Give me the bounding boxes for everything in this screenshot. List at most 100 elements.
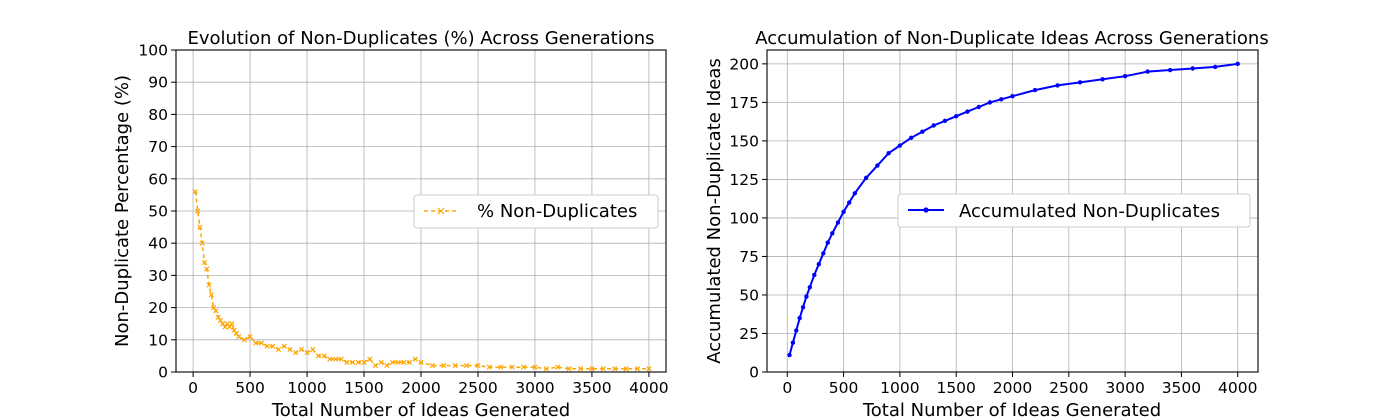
x-tick-label: 1500 [936, 379, 975, 397]
data-point [847, 200, 852, 205]
y-tick-label: 100 [729, 209, 759, 227]
data-point [577, 366, 584, 372]
data-point [830, 231, 835, 236]
data-point [520, 364, 527, 370]
data-point [646, 366, 652, 372]
data-point [931, 123, 936, 128]
data-point [304, 350, 310, 356]
data-point [195, 208, 201, 214]
y-tick-label: 150 [729, 132, 759, 150]
data-point [315, 353, 322, 359]
data-point [908, 135, 914, 141]
data-point [270, 343, 276, 349]
data-point [236, 333, 242, 340]
data-point [253, 340, 259, 346]
y-tick-label: 50 [148, 203, 168, 221]
data-point [1235, 61, 1240, 67]
data-point [965, 109, 970, 114]
x-tick-label: 1000 [287, 379, 326, 397]
y-tick-label: 20 [148, 299, 168, 317]
data-point [210, 304, 217, 311]
data-point [332, 356, 339, 362]
chart-title: Accumulation of Non-Duplicate Ideas Acro… [755, 28, 1268, 49]
series [787, 61, 1240, 358]
ticks: 0 500 1000 1500 2000 2500 3000 3500 4000 0 25 50 75 1… [729, 55, 1257, 397]
data-point [1010, 94, 1015, 99]
x-tick-label: 1000 [880, 379, 919, 397]
legend-label: Accumulated Non-Duplicates [959, 201, 1220, 222]
data-point [807, 285, 812, 290]
chart-title: Evolution of Non-Duplicates (%) Across G… [187, 28, 654, 49]
data-point [790, 340, 796, 345]
data-point [498, 364, 504, 370]
data-point [412, 356, 418, 362]
y-tick-label: 80 [148, 106, 168, 124]
data-point [224, 321, 230, 327]
data-point [623, 366, 629, 372]
data-point [1145, 69, 1150, 74]
data-point [226, 324, 233, 330]
data-point [441, 362, 447, 369]
data-point [1190, 66, 1195, 71]
data-point [220, 321, 226, 327]
legend-marker [923, 207, 929, 213]
y-tick-label: 175 [729, 94, 759, 112]
data-point [475, 362, 481, 369]
data-point [463, 362, 470, 369]
data-point [206, 282, 212, 288]
data-point [247, 333, 253, 340]
data-point [287, 346, 293, 353]
y-tick-label: 70 [148, 138, 168, 156]
data-point [589, 366, 595, 372]
y-tick-label: 125 [729, 171, 759, 189]
data-point [841, 209, 846, 214]
legend: Accumulated Non-Duplicates [897, 193, 1251, 228]
data-point [634, 366, 641, 372]
data-point [825, 240, 831, 245]
data-point [1100, 77, 1105, 82]
data-point [555, 364, 561, 370]
data-point [222, 324, 228, 330]
data-point [418, 359, 424, 365]
data-point [192, 189, 198, 195]
data-point [389, 359, 396, 365]
data-point [310, 346, 316, 353]
data-point [395, 359, 401, 365]
data-point [999, 97, 1004, 102]
y-tick-label: 50 [739, 286, 759, 304]
x-tick-label: 3500 [572, 379, 611, 397]
data-point [976, 104, 981, 110]
data-point [338, 356, 344, 362]
data-point [344, 359, 350, 365]
data-point [886, 151, 891, 156]
data-point [804, 294, 809, 299]
data-point [486, 364, 492, 370]
x-tick-label: 1500 [344, 379, 383, 397]
data-point [600, 366, 606, 372]
data-point [987, 100, 993, 105]
data-point [452, 362, 458, 369]
non-duplicates-percentage-chart: Evolution of Non-Duplicates (%) Across G… [112, 28, 669, 420]
data-point [942, 118, 948, 124]
data-point [204, 266, 210, 272]
y-tick-label: 30 [148, 267, 168, 285]
data-point [350, 359, 356, 365]
data-point [812, 272, 817, 278]
data-point [208, 292, 214, 298]
data-point [509, 364, 515, 370]
series-line [788, 62, 1238, 356]
data-point [298, 346, 304, 353]
legend-marker: × [436, 204, 446, 218]
legend-box [897, 193, 1251, 228]
data-point [532, 364, 538, 370]
data-point [229, 321, 235, 327]
data-point [863, 175, 869, 181]
data-point [875, 163, 880, 168]
data-point [852, 191, 858, 196]
data-point [275, 346, 282, 353]
data-point [794, 328, 799, 333]
data-point [1122, 73, 1128, 79]
data-point [264, 343, 270, 349]
y-tick-label: 200 [729, 55, 759, 73]
